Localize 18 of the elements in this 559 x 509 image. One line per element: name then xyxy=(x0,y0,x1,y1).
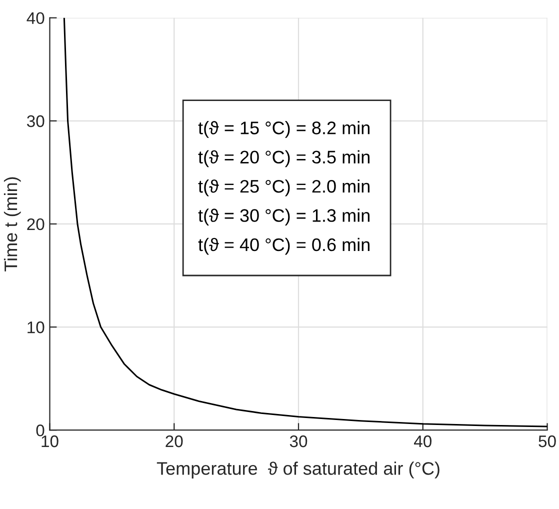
y-tick-label: 30 xyxy=(26,115,44,128)
annotation: t(ϑ = 40 °C) = 0.6 min xyxy=(198,238,370,255)
line-series xyxy=(63,18,548,428)
annotation: t(ϑ = 15 °C) = 8.2 min xyxy=(198,121,370,138)
y-tick-label: 10 xyxy=(28,321,44,334)
y-tick-label: 20 xyxy=(27,218,44,230)
x-tick-label: 40 xyxy=(414,435,432,448)
x-tick-label: 30 xyxy=(290,435,308,448)
annotation: t(ϑ = 25 °C) = 2.0 min xyxy=(198,179,370,196)
y-tick-label: 40 xyxy=(26,12,44,24)
x-tick-label: 50 xyxy=(538,435,556,448)
annotation: t(ϑ = 20 °C) = 3.5 min xyxy=(198,150,370,168)
annotation: t(ϑ = 30 °C) = 1.3 min xyxy=(198,208,370,226)
x-tick-label: 20 xyxy=(166,435,183,448)
y-axis-title: Time t (min) xyxy=(4,177,21,272)
x-tick-label: 10 xyxy=(42,435,58,448)
x-axis-title: Temperature ϑ of saturated air (°C) xyxy=(156,462,440,478)
y-tick-label: 0 xyxy=(36,424,44,436)
